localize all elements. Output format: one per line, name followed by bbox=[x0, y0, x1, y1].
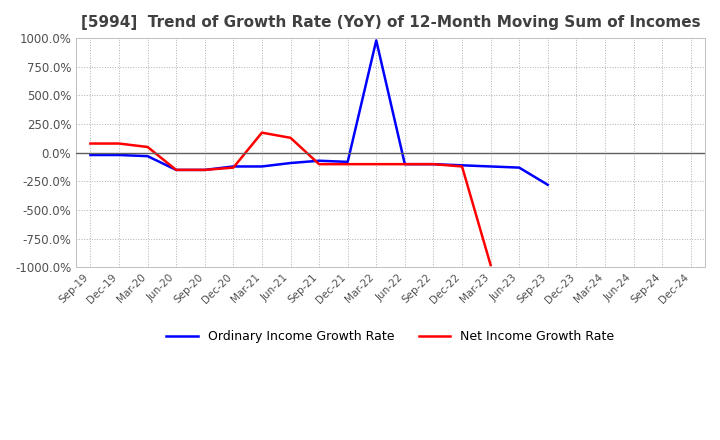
Net Income Growth Rate bbox=[229, 165, 238, 170]
Ordinary Income Growth Rate bbox=[400, 161, 409, 167]
Net Income Growth Rate bbox=[143, 144, 152, 150]
Net Income Growth Rate bbox=[315, 161, 323, 167]
Ordinary Income Growth Rate bbox=[86, 152, 95, 158]
Net Income Growth Rate bbox=[172, 167, 181, 172]
Net Income Growth Rate bbox=[372, 161, 381, 167]
Ordinary Income Growth Rate bbox=[515, 165, 523, 170]
Net Income Growth Rate bbox=[114, 141, 123, 146]
Ordinary Income Growth Rate bbox=[315, 158, 323, 163]
Ordinary Income Growth Rate bbox=[172, 167, 181, 172]
Ordinary Income Growth Rate bbox=[200, 167, 209, 172]
Ordinary Income Growth Rate bbox=[286, 161, 294, 166]
Ordinary Income Growth Rate bbox=[486, 164, 495, 169]
Net Income Growth Rate bbox=[86, 141, 95, 146]
Net Income Growth Rate bbox=[429, 161, 438, 167]
Net Income Growth Rate bbox=[258, 130, 266, 135]
Net Income Growth Rate bbox=[400, 161, 409, 167]
Ordinary Income Growth Rate bbox=[258, 164, 266, 169]
Net Income Growth Rate bbox=[200, 167, 209, 172]
Ordinary Income Growth Rate bbox=[544, 182, 552, 187]
Ordinary Income Growth Rate bbox=[343, 159, 352, 165]
Legend: Ordinary Income Growth Rate, Net Income Growth Rate: Ordinary Income Growth Rate, Net Income … bbox=[161, 325, 620, 348]
Net Income Growth Rate bbox=[286, 135, 294, 140]
Ordinary Income Growth Rate bbox=[114, 152, 123, 158]
Net Income Growth Rate bbox=[486, 262, 495, 268]
Ordinary Income Growth Rate bbox=[458, 163, 467, 168]
Line: Ordinary Income Growth Rate: Ordinary Income Growth Rate bbox=[91, 40, 548, 185]
Ordinary Income Growth Rate bbox=[229, 164, 238, 169]
Net Income Growth Rate bbox=[343, 161, 352, 167]
Line: Net Income Growth Rate: Net Income Growth Rate bbox=[91, 132, 490, 265]
Net Income Growth Rate bbox=[458, 164, 467, 169]
Ordinary Income Growth Rate bbox=[429, 161, 438, 167]
Ordinary Income Growth Rate bbox=[372, 38, 381, 43]
Ordinary Income Growth Rate bbox=[143, 154, 152, 159]
Title: [5994]  Trend of Growth Rate (YoY) of 12-Month Moving Sum of Incomes: [5994] Trend of Growth Rate (YoY) of 12-… bbox=[81, 15, 701, 30]
